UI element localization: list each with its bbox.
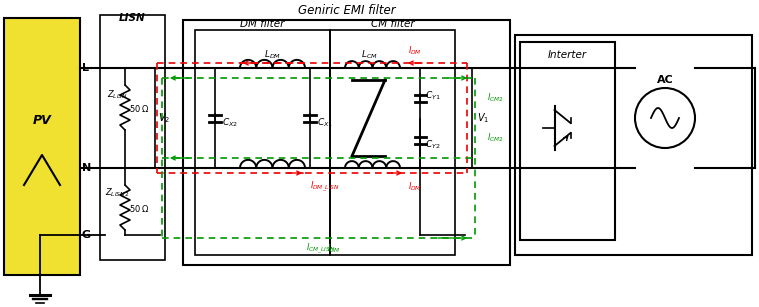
Text: $L_{DM}$: $L_{DM}$ [264,49,281,61]
Text: $I_{DM}$: $I_{DM}$ [408,45,422,57]
Text: $V_2$: $V_2$ [158,111,170,125]
Text: $I_{DM}$: $I_{DM}$ [408,181,422,193]
Text: $I_{CM2}$: $I_{CM2}$ [487,132,504,144]
Text: DM filter: DM filter [241,19,285,29]
Text: $L_{CM}$: $L_{CM}$ [361,49,378,61]
Text: $Z_{LISN}$: $Z_{LISN}$ [107,89,128,101]
Text: Interter: Interter [548,50,587,60]
Text: L: L [82,63,89,73]
Bar [515,35,752,255]
Bar [520,42,615,240]
Bar [100,15,165,260]
Text: $C_{X2}$: $C_{X2}$ [222,117,238,129]
Text: $I_{DM\_LISN}$: $I_{DM\_LISN}$ [310,180,340,194]
Text: $I_{CM\_LISN}$: $I_{CM\_LISN}$ [306,242,335,256]
Text: $50\,\Omega$: $50\,\Omega$ [129,103,149,114]
Text: $50\,\Omega$: $50\,\Omega$ [129,203,149,213]
Text: N: N [82,163,91,173]
Text: $C_{X1}$: $C_{X1}$ [317,117,333,129]
Text: $C_{Y2}$: $C_{Y2}$ [425,139,440,151]
Text: $I_{CM}$: $I_{CM}$ [327,243,341,255]
Text: $I_{CM2}$: $I_{CM2}$ [487,92,504,104]
Text: PV: PV [33,114,52,126]
Text: Geniric EMI filter: Geniric EMI filter [298,3,395,17]
Text: $V_1$: $V_1$ [477,111,490,125]
Text: $Z_{LISN2}$: $Z_{LISN2}$ [105,187,129,199]
Text: G: G [82,230,91,240]
Text: CM filter: CM filter [370,19,414,29]
Text: LISN: LISN [119,13,146,23]
Text: AC: AC [657,75,673,85]
FancyBboxPatch shape [4,18,80,275]
Text: $C_{Y1}$: $C_{Y1}$ [425,90,441,102]
